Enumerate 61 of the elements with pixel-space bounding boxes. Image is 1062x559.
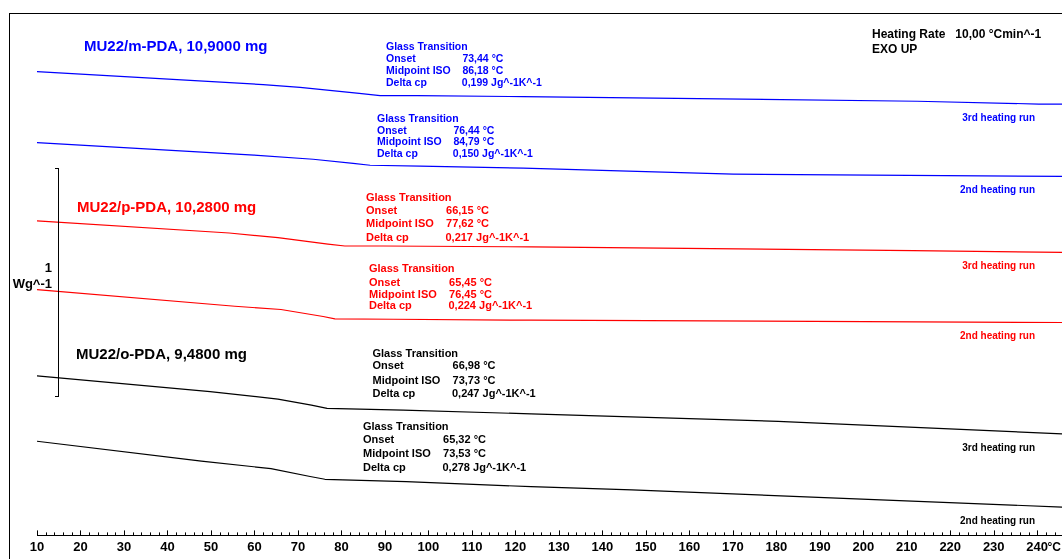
x-tick-label: 200 — [852, 538, 875, 554]
annotation: Glass Transition — [366, 191, 452, 203]
x-tick-label: 10 — [29, 538, 45, 554]
annotation: Onset 66,98 °C — [372, 359, 496, 371]
x-tick-label: 130 — [548, 538, 570, 554]
series-label: 2nd heating run — [960, 184, 1035, 196]
annotation: Glass Transition — [372, 346, 459, 359]
series-label: 3rd heating run — [962, 260, 1035, 272]
x-tick-label: 70 — [290, 538, 306, 554]
x-tick-label: 150 — [634, 538, 657, 554]
x-tick-label: 20 — [73, 538, 88, 554]
x-tick-label: 40 — [160, 538, 175, 554]
annotation: Delta cp 0,278 Jg^-1K^-1 — [363, 461, 527, 473]
x-tick-label: 170 — [721, 538, 744, 554]
annotation: Delta cp 0,224 Jg^-1K^-1 — [369, 299, 533, 311]
x-tick-label: 100 — [417, 538, 440, 554]
annotation: Delta cp 0,199 Jg^-1K^-1 — [386, 76, 542, 88]
series-label: 2nd heating run — [960, 330, 1035, 342]
x-tick-label: 110 — [461, 538, 483, 554]
x-axis-title: °C — [1047, 539, 1062, 554]
text: MU22/m-PDA, 10,9000 mg — [84, 37, 268, 54]
annotation: Midpoint ISO 84,79 °C — [377, 135, 495, 147]
annotation: Midpoint ISO 86,18 °C — [386, 64, 504, 76]
annotation: Onset 76,44 °C — [377, 123, 495, 136]
x-tick-label: 50 — [203, 538, 219, 554]
text: Heating Rate 10,00 °Cmin^-1 — [872, 27, 1042, 41]
annotation: Midpoint ISO 73,53 °C — [363, 447, 487, 459]
annotation: Delta cp 0,217 Jg^-1K^-1 — [366, 231, 530, 243]
annotation: Glass Transition — [377, 112, 459, 124]
x-tick-label: 90 — [377, 538, 393, 554]
annotation: Glass Transition — [369, 262, 455, 274]
x-tick-label: 230 — [982, 538, 1005, 554]
series-label: 3rd heating run — [962, 441, 1035, 453]
x-tick-label: 60 — [247, 538, 262, 554]
annotation: Midpoint ISO 76,45 °C — [369, 287, 493, 300]
annotation: Onset 65,45 °C — [369, 275, 493, 288]
annotation: Onset 65,32 °C — [363, 433, 487, 445]
x-tick-label: 190 — [808, 538, 831, 554]
annotation: MU22/p-PDA, 10,2800 mg — [77, 197, 257, 215]
x-tick-label: 180 — [765, 538, 788, 554]
annotation: Glass Transition — [363, 420, 449, 432]
annotation: Onset 66,15 °C — [366, 204, 490, 216]
x-tick-label: 220 — [939, 538, 962, 554]
annotation: Midpoint ISO 77,62 °C — [366, 217, 490, 229]
text: Onset 73,44 °C — [386, 52, 504, 64]
x-tick-label: 120 — [504, 538, 527, 554]
annotation: Delta cp 0,247 Jg^-1K^-1 — [372, 386, 536, 399]
annotation: Midpoint ISO 73,73 °C — [372, 374, 496, 386]
annotation: Delta cp 0,150 Jg^-1K^-1 — [377, 147, 533, 159]
x-tick-label: 80 — [334, 538, 349, 554]
text: Glass Transition — [386, 40, 468, 52]
y-axis-title: 1 Wg^-1 — [12, 259, 52, 291]
series-label: 2nd heating run — [960, 514, 1035, 526]
x-tick-label: 160 — [678, 538, 701, 554]
text: EXO UP — [872, 42, 918, 56]
series-label: 3rd heating run — [962, 111, 1035, 123]
x-tick-label: 240 — [1026, 538, 1049, 554]
annotation: MU22/o-PDA, 9,4800 mg — [76, 345, 247, 362]
x-tick-label: 140 — [591, 538, 614, 554]
x-tick-label: 210 — [895, 538, 918, 554]
x-tick-label: 30 — [116, 538, 132, 554]
